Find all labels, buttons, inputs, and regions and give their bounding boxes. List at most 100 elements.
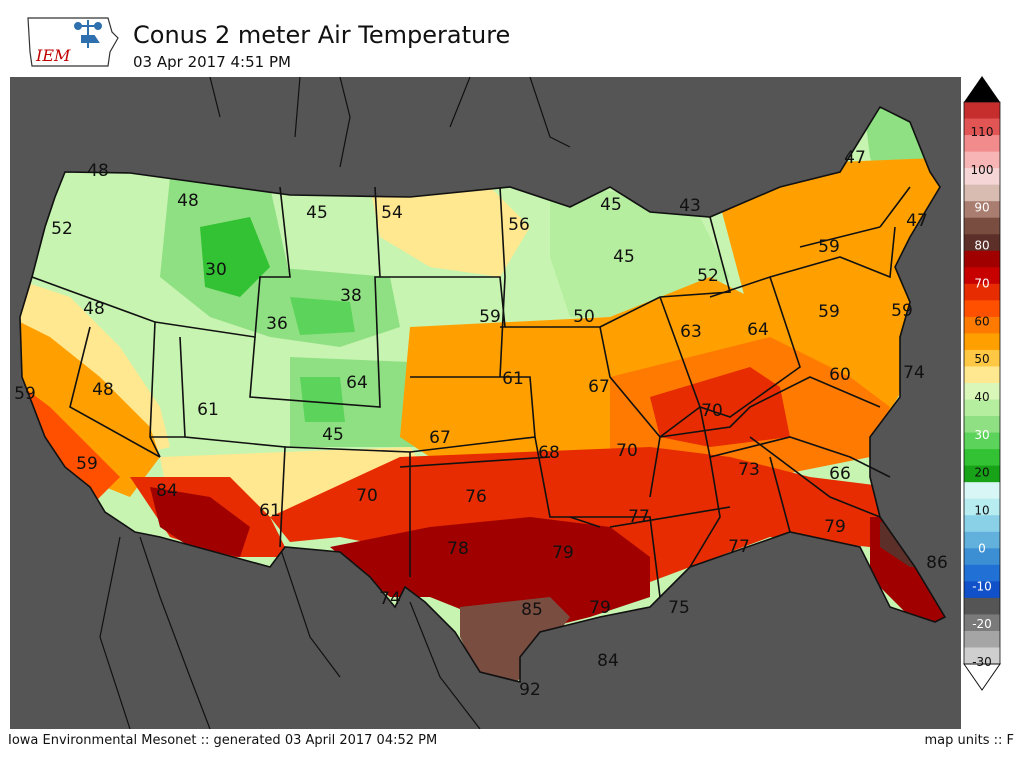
temp-label: 66 — [829, 464, 851, 484]
temp-label: 73 — [738, 460, 760, 480]
colorbar-segment — [964, 300, 1000, 318]
colorbar-outline — [963, 101, 1001, 665]
temp-label: 74 — [379, 589, 401, 609]
temp-label: 67 — [429, 428, 451, 448]
colorbar-tick-label: 70 — [974, 276, 989, 290]
temp-label: 59 — [14, 384, 36, 404]
temp-label: 64 — [747, 320, 769, 340]
temp-label: 67 — [588, 377, 610, 397]
colorbar-segment — [964, 168, 1000, 186]
colorbar-segment — [964, 399, 1000, 417]
colorbar-segment — [964, 449, 1000, 467]
temp-label: 77 — [628, 507, 650, 527]
temp-label: 45 — [306, 203, 328, 223]
colorbar-segment — [964, 564, 1000, 582]
colorbar-segment — [964, 647, 1000, 665]
temp-label: 59 — [479, 307, 501, 327]
colorbar-tick-label: 50 — [974, 352, 989, 366]
temp-label: 79 — [552, 543, 574, 563]
temp-label: 84 — [597, 651, 619, 671]
colorbar-segment — [964, 597, 1000, 615]
temp-label: 59 — [818, 302, 840, 322]
colorbar-segment — [964, 630, 1000, 648]
temp-label: 79 — [589, 598, 611, 618]
temp-label: 45 — [322, 425, 344, 445]
colorbar-segment — [964, 614, 1000, 632]
colorbar-segment — [964, 515, 1000, 533]
temp-label: 61 — [259, 501, 281, 521]
colorbar-tick-label: 110 — [971, 125, 994, 139]
logo-text: IEM — [35, 46, 71, 65]
colorbar-segment — [964, 151, 1000, 169]
iowa-outline-shape — [27, 17, 119, 67]
temp-label: 75 — [668, 598, 690, 618]
temp-label: 48 — [177, 191, 199, 211]
colorbar-segment — [964, 482, 1000, 500]
temp-label: 74 — [903, 363, 925, 383]
temp-label: 48 — [92, 380, 114, 400]
temp-label: 59 — [818, 237, 840, 257]
colorbar-segment — [964, 283, 1000, 301]
colorbar-tick-label: 80 — [974, 239, 989, 253]
temp-label: 59 — [76, 454, 98, 474]
temp-label: 54 — [381, 203, 403, 223]
colorbar-segment — [964, 250, 1000, 268]
colorbar-segment — [964, 184, 1000, 202]
state-boundaries — [19, 105, 947, 684]
colorbar-segment — [964, 102, 1000, 120]
colorbar-tick-label: 40 — [974, 390, 989, 404]
colorbar-tick-label: 30 — [974, 428, 989, 442]
temp-label: 92 — [519, 680, 541, 700]
colorbar-segment — [964, 217, 1000, 235]
colorbar-segment — [964, 349, 1000, 367]
colorbar-segment — [964, 316, 1000, 334]
colorbar-tick-label: 100 — [971, 163, 994, 177]
border-lines — [99, 77, 571, 729]
temp-label: 85 — [521, 600, 543, 620]
temperature-labels: 48 48 52 45 54 56 45 43 47 47 30 38 36 5… — [14, 148, 948, 700]
temp-label: 77 — [728, 537, 750, 557]
temp-label: 76 — [465, 487, 487, 507]
temp-label: 45 — [600, 195, 622, 215]
colorbar-tick-label: 0 — [978, 541, 986, 555]
temp-label: 86 — [926, 553, 948, 573]
map-title: Conus 2 meter Air Temperature — [133, 21, 511, 49]
temp-label: 50 — [573, 307, 595, 327]
colorbar-segment — [964, 531, 1000, 549]
colorbar-tick-label: 90 — [974, 201, 989, 215]
temp-label: 48 — [83, 299, 105, 319]
temp-label: 70 — [701, 401, 723, 421]
colorbar-segment — [964, 234, 1000, 252]
temp-label: 70 — [356, 486, 378, 506]
colorbar-max-arrow — [964, 76, 1000, 102]
temp-label: 52 — [51, 219, 73, 239]
temp-label: 68 — [538, 443, 560, 463]
colorbar-segment — [964, 201, 1000, 219]
temp-label: 70 — [616, 441, 638, 461]
temp-label: 61 — [197, 400, 219, 420]
iem-logo: IEM — [27, 17, 119, 67]
temp-label: 79 — [824, 517, 846, 537]
temp-label: 52 — [697, 266, 719, 286]
temp-label: 78 — [447, 539, 469, 559]
temp-label: 47 — [906, 211, 928, 231]
colorbar-segment — [964, 548, 1000, 566]
temp-label: 59 — [891, 301, 913, 321]
temp-label: 64 — [346, 373, 368, 393]
temperature-map: 48 48 52 45 54 56 45 43 47 47 30 38 36 5… — [10, 77, 961, 729]
colorbar-segment — [964, 366, 1000, 384]
colorbar-tick-label: -30 — [972, 655, 992, 669]
colorbar-segment — [964, 432, 1000, 450]
temp-label: 36 — [266, 314, 288, 334]
colorbar-segment — [964, 135, 1000, 153]
temp-label: 43 — [679, 196, 701, 216]
temp-label: 38 — [340, 286, 362, 306]
colorbar-segment — [964, 333, 1000, 351]
colorbar-tick-label: 10 — [974, 504, 989, 518]
colorbar-segment — [964, 465, 1000, 483]
weather-instruments-icon — [74, 20, 102, 48]
map-units: map units :: F — [924, 733, 1014, 748]
colorbar-tick-label: -10 — [972, 579, 992, 593]
colorbar-tick-label: 60 — [974, 314, 989, 328]
